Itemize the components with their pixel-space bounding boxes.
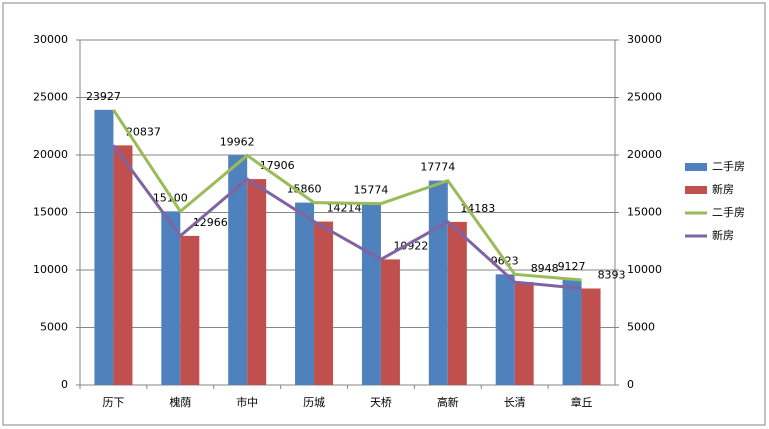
bar [314, 221, 334, 385]
x-tick-label: 长清 [504, 396, 526, 409]
bar [495, 274, 515, 385]
bar [380, 259, 400, 385]
bar [161, 211, 181, 385]
bar [562, 280, 582, 385]
bar [247, 179, 267, 385]
y2-tick-label: 5000 [627, 321, 655, 334]
x-tick-label: 历城 [303, 396, 325, 409]
y2-tick-label: 25000 [627, 91, 662, 104]
y2-tick-label: 10000 [627, 263, 662, 276]
legend-swatch [685, 186, 707, 194]
y2-tick-label: 20000 [627, 148, 662, 161]
x-tick-label: 历下 [102, 396, 124, 409]
bar [228, 155, 248, 385]
y-tick-label: 10000 [33, 263, 68, 276]
data-label: 17774 [420, 161, 455, 174]
bar [514, 282, 534, 385]
line [112, 109, 582, 282]
bar [361, 203, 381, 385]
line [112, 144, 582, 290]
bar [113, 145, 133, 385]
y2-tick-label: 30000 [627, 33, 662, 46]
bar [94, 109, 114, 385]
y2-tick-label: 15000 [627, 206, 662, 219]
bar [295, 202, 315, 385]
data-label: 20837 [126, 125, 161, 138]
data-label: 15860 [287, 183, 322, 196]
y-tick-label: 15000 [33, 206, 68, 219]
data-label: 23927 [86, 90, 121, 103]
data-label: 8393 [598, 268, 626, 281]
legend-label: 二手房 [712, 159, 745, 173]
data-label: 9127 [558, 260, 586, 273]
legend-label: 二手房 [712, 205, 745, 219]
y-tick-label: 25000 [33, 91, 68, 104]
y-tick-label: 30000 [33, 33, 68, 46]
data-label: 14214 [327, 202, 362, 215]
y2-tick-label: 0 [627, 378, 634, 391]
bar [581, 288, 601, 385]
bar [428, 180, 448, 385]
legend-label: 新房 [712, 228, 734, 242]
x-tick-label: 高新 [437, 395, 459, 409]
bar [447, 221, 467, 385]
x-tick-label: 天桥 [370, 396, 392, 409]
data-label: 8948 [531, 262, 559, 275]
x-tick-label: 章丘 [571, 395, 593, 409]
y-tick-label: 5000 [40, 321, 68, 334]
data-label: 15774 [353, 184, 388, 197]
legend-swatch [685, 163, 707, 171]
data-label: 19962 [220, 135, 255, 148]
data-label: 17906 [260, 159, 295, 172]
y-tick-label: 20000 [33, 148, 68, 161]
x-tick-label: 槐荫 [169, 395, 191, 409]
x-tick-label: 市中 [236, 395, 258, 409]
y-tick-label: 0 [61, 378, 68, 391]
legend-label: 新房 [712, 182, 734, 196]
bar [180, 235, 200, 385]
